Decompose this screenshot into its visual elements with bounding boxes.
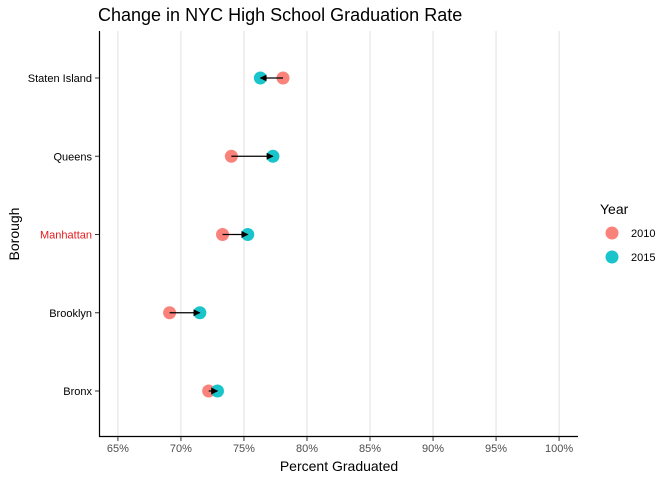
y-tick-label-queens: Queens <box>53 151 92 163</box>
chart-title: Change in NYC High School Graduation Rat… <box>98 5 462 25</box>
legend-entries: 2010 2015 <box>605 226 655 264</box>
legend: Year 2010 2015 <box>600 201 655 264</box>
grid-lines <box>117 31 560 436</box>
change-arrows <box>169 74 284 395</box>
legend-label-2010: 2010 <box>631 228 655 240</box>
x-tick-label-85: 85% <box>359 443 381 455</box>
x-tick-label-70: 70% <box>170 443 192 455</box>
axes <box>98 31 578 438</box>
legend-label-2015: 2015 <box>631 252 655 264</box>
x-tick-label-90: 90% <box>422 443 444 455</box>
legend-key-2010 <box>605 226 619 240</box>
x-tick-label-100: 100% <box>545 443 573 455</box>
x-tick-label-95: 95% <box>485 443 507 455</box>
legend-key-2015 <box>605 250 619 264</box>
x-axis-label: Percent Graduated <box>280 458 398 474</box>
y-tick-label-staten-island: Staten Island <box>28 73 92 85</box>
y-tick-label-manhattan: Manhattan <box>40 230 92 242</box>
y-axis-ticks: Staten Island Queens Manhattan Brooklyn Bron… <box>28 73 99 398</box>
x-tick-label-80: 80% <box>296 443 318 455</box>
x-axis-ticks: 65% 70% 75% 80% 85% 90% 95% 100% <box>107 437 573 455</box>
x-tick-label-65: 65% <box>107 443 129 455</box>
y-axis-label: Borough <box>6 208 22 261</box>
y-tick-label-brooklyn: Brooklyn <box>49 308 92 320</box>
x-tick-label-75: 75% <box>233 443 255 455</box>
y-tick-label-bronx: Bronx <box>63 386 92 398</box>
legend-title: Year <box>600 201 629 217</box>
